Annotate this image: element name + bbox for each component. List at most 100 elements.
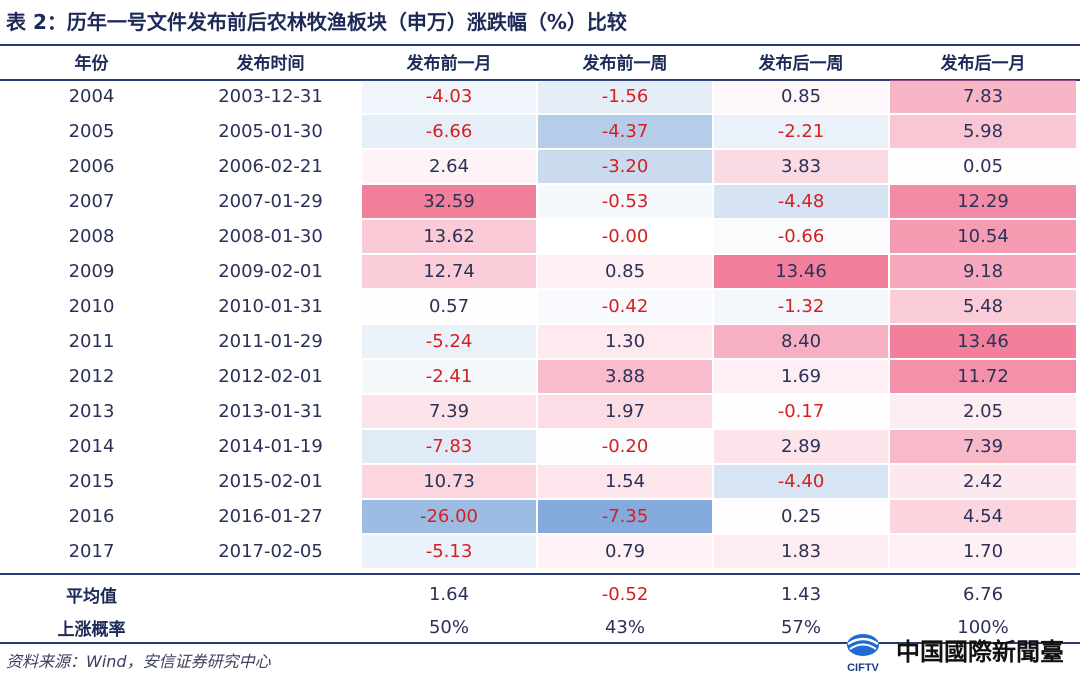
value-cell: 7.39	[890, 430, 1076, 463]
value-cell: 0.85	[538, 255, 712, 288]
value-cell: 7.39	[362, 395, 536, 428]
summary-value: 6.76	[962, 584, 1004, 605]
value-cell: 0.79	[538, 535, 712, 568]
cgtn-logo: CIFTV 中国國際新聞臺	[832, 628, 1077, 674]
value-cell: 9.18	[890, 255, 1076, 288]
source-note: 资料来源：Wind，安信证券研究中心	[6, 652, 271, 671]
date-cell: 2005-01-30	[218, 121, 323, 142]
value-cell: -5.24	[362, 325, 536, 358]
value-cell: 1.30	[538, 325, 712, 358]
value-cell: -4.37	[538, 115, 712, 148]
logo-text: 中国國際新聞臺	[896, 638, 1064, 666]
value-cell: 8.40	[714, 325, 888, 358]
header-rule-top	[0, 44, 1080, 46]
column-header: 年份	[74, 53, 109, 74]
year-cell: 2007	[68, 191, 115, 212]
year-cell: 2013	[68, 401, 115, 422]
year-cell: 2008	[68, 226, 115, 247]
value-cell: 11.72	[890, 360, 1076, 393]
table-bottom-rule	[0, 642, 1080, 644]
value-cell: -4.03	[362, 80, 536, 113]
value-cell: 1.83	[714, 535, 888, 568]
value-cell: 5.48	[890, 290, 1076, 323]
value-cell: -5.13	[362, 535, 536, 568]
summary-value: -0.52	[601, 584, 649, 605]
value-cell: 0.25	[780, 506, 822, 527]
globe-logo-icon: CIFTV	[847, 634, 880, 674]
summary-rule	[0, 573, 1080, 575]
value-cell: 4.54	[890, 500, 1076, 533]
value-cell: 2.05	[890, 395, 1076, 428]
date-cell: 2017-02-05	[218, 541, 323, 562]
year-cell: 2017	[68, 541, 115, 562]
summary-label: 平均值	[66, 587, 117, 607]
date-cell: 2011-01-29	[218, 331, 323, 352]
value-cell: -6.66	[362, 115, 536, 148]
date-cell: 2007-01-29	[218, 191, 323, 212]
value-cell: -4.40	[714, 465, 888, 498]
value-cell: 0.57	[428, 296, 470, 317]
value-cell: -26.00	[362, 500, 536, 533]
value-cell: -0.20	[601, 436, 649, 457]
value-cell: 13.62	[362, 220, 536, 253]
date-cell: 2006-02-21	[218, 156, 323, 177]
year-cell: 2005	[68, 121, 115, 142]
value-cell: -0.00	[601, 226, 649, 247]
value-cell: 1.70	[890, 535, 1076, 568]
value-cell: 7.83	[890, 80, 1076, 113]
year-cell: 2004	[68, 86, 115, 107]
table-title: 表 2：历年一号文件发布前后农林牧渔板块（申万）涨跌幅（%）比较	[6, 10, 627, 34]
year-cell: 2012	[68, 366, 115, 387]
value-cell: 3.88	[538, 360, 712, 393]
value-cell: 1.97	[538, 395, 712, 428]
date-cell: 2010-01-31	[218, 296, 323, 317]
year-cell: 2014	[68, 436, 115, 457]
year-cell: 2016	[68, 506, 115, 527]
value-cell: 12.29	[890, 185, 1076, 218]
column-header: 发布后一周	[758, 53, 844, 74]
date-cell: 2003-12-31	[218, 86, 323, 107]
value-cell: -1.56	[538, 80, 712, 113]
year-cell: 2010	[68, 296, 115, 317]
value-cell: 0.85	[714, 80, 888, 113]
year-cell: 2009	[68, 261, 115, 282]
year-cell: 2006	[68, 156, 115, 177]
year-cell: 2011	[68, 331, 115, 352]
svg-text:CIFTV: CIFTV	[847, 662, 879, 674]
value-cell: 13.46	[714, 255, 888, 288]
value-cell: -0.66	[714, 220, 888, 253]
value-cell: -3.20	[538, 150, 712, 183]
value-cell: 10.73	[362, 465, 536, 498]
year-cell: 2015	[68, 471, 115, 492]
column-header: 发布前一周	[582, 53, 668, 74]
value-cell: 1.54	[538, 465, 712, 498]
header-rule-bottom	[0, 79, 1080, 81]
value-cell: 10.54	[890, 220, 1076, 253]
value-cell: -0.17	[777, 401, 825, 422]
date-cell: 2013-01-31	[218, 401, 323, 422]
date-cell: 2015-02-01	[218, 471, 323, 492]
summary-value: 100%	[957, 617, 1009, 638]
value-cell: 1.69	[714, 360, 888, 393]
value-cell: -2.21	[714, 115, 888, 148]
column-header: 发布前一月	[406, 53, 492, 74]
summary-value: 1.64	[428, 584, 470, 605]
value-cell: -4.48	[714, 185, 888, 218]
summary-value: 1.43	[780, 584, 822, 605]
date-cell: 2012-02-01	[218, 366, 323, 387]
date-cell: 2009-02-01	[218, 261, 323, 282]
value-cell: 3.83	[714, 150, 888, 183]
value-cell: 2.89	[714, 430, 888, 463]
value-cell: -1.32	[714, 290, 888, 323]
date-cell: 2016-01-27	[218, 506, 323, 527]
value-cell: -2.41	[362, 360, 536, 393]
value-cell: -0.53	[538, 185, 712, 218]
date-cell: 2008-01-30	[218, 226, 323, 247]
value-cell: -7.83	[362, 430, 536, 463]
value-cell: -0.42	[538, 290, 712, 323]
summary-value: 50%	[428, 617, 469, 638]
summary-label: 上涨概率	[57, 620, 126, 640]
summary-value: 57%	[780, 617, 821, 638]
date-cell: 2014-01-19	[218, 436, 323, 457]
column-header: 发布时间	[236, 53, 305, 74]
